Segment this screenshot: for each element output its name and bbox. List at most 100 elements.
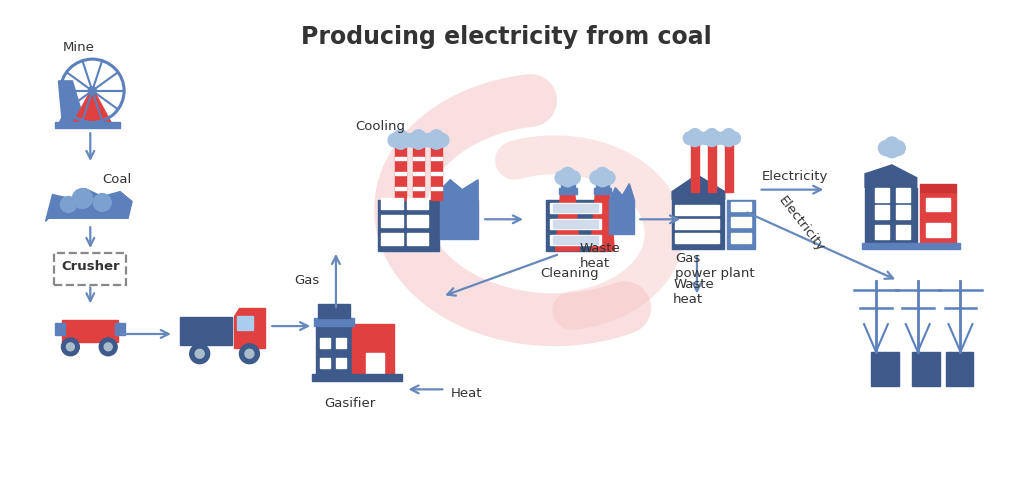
Polygon shape xyxy=(234,308,265,316)
Text: Coal: Coal xyxy=(102,173,132,186)
Circle shape xyxy=(196,349,205,358)
Circle shape xyxy=(417,133,431,147)
FancyBboxPatch shape xyxy=(395,172,406,175)
FancyBboxPatch shape xyxy=(431,187,442,190)
FancyBboxPatch shape xyxy=(730,201,751,212)
FancyBboxPatch shape xyxy=(553,220,599,228)
Polygon shape xyxy=(59,81,80,124)
FancyBboxPatch shape xyxy=(691,144,699,191)
Text: Cleaning: Cleaning xyxy=(540,267,599,280)
FancyBboxPatch shape xyxy=(406,216,428,227)
Circle shape xyxy=(566,171,580,185)
FancyBboxPatch shape xyxy=(945,352,973,386)
FancyBboxPatch shape xyxy=(234,316,265,348)
Circle shape xyxy=(601,171,615,185)
Polygon shape xyxy=(85,107,108,124)
FancyBboxPatch shape xyxy=(381,233,402,245)
Text: Electricity: Electricity xyxy=(762,170,828,183)
Polygon shape xyxy=(672,175,724,199)
Polygon shape xyxy=(865,165,917,188)
Text: Mine: Mine xyxy=(63,41,94,54)
FancyBboxPatch shape xyxy=(312,374,401,382)
Circle shape xyxy=(890,141,906,156)
Circle shape xyxy=(884,137,900,152)
Text: Crusher: Crusher xyxy=(61,260,120,273)
Circle shape xyxy=(722,129,735,141)
FancyBboxPatch shape xyxy=(862,243,959,249)
Circle shape xyxy=(596,173,610,187)
Circle shape xyxy=(189,344,210,364)
Polygon shape xyxy=(46,189,132,221)
FancyBboxPatch shape xyxy=(895,188,910,201)
FancyBboxPatch shape xyxy=(320,358,330,368)
Circle shape xyxy=(878,141,893,156)
FancyBboxPatch shape xyxy=(875,225,888,239)
FancyBboxPatch shape xyxy=(336,338,345,348)
Circle shape xyxy=(590,171,604,185)
FancyBboxPatch shape xyxy=(413,157,424,160)
FancyBboxPatch shape xyxy=(726,199,755,249)
Circle shape xyxy=(705,134,718,147)
Circle shape xyxy=(411,130,425,144)
FancyBboxPatch shape xyxy=(912,352,940,386)
FancyBboxPatch shape xyxy=(550,219,602,229)
Circle shape xyxy=(717,132,730,145)
FancyBboxPatch shape xyxy=(431,145,442,199)
Circle shape xyxy=(722,134,735,147)
FancyBboxPatch shape xyxy=(920,191,955,247)
FancyBboxPatch shape xyxy=(413,187,424,190)
Polygon shape xyxy=(591,191,615,251)
Circle shape xyxy=(596,167,610,181)
Circle shape xyxy=(93,193,111,212)
FancyBboxPatch shape xyxy=(381,216,402,227)
Circle shape xyxy=(411,136,425,149)
FancyBboxPatch shape xyxy=(56,323,66,335)
Circle shape xyxy=(245,349,254,358)
FancyBboxPatch shape xyxy=(314,318,354,326)
Text: Producing electricity from coal: Producing electricity from coal xyxy=(301,25,712,49)
FancyBboxPatch shape xyxy=(594,188,612,193)
FancyBboxPatch shape xyxy=(553,204,599,213)
Text: Gas
power plant: Gas power plant xyxy=(675,252,755,280)
FancyBboxPatch shape xyxy=(406,197,428,210)
Circle shape xyxy=(423,133,438,147)
FancyBboxPatch shape xyxy=(561,184,574,188)
Circle shape xyxy=(99,338,118,356)
Circle shape xyxy=(62,338,79,356)
FancyBboxPatch shape xyxy=(596,184,610,188)
Circle shape xyxy=(88,87,96,95)
FancyBboxPatch shape xyxy=(875,188,888,201)
FancyBboxPatch shape xyxy=(895,205,910,219)
FancyBboxPatch shape xyxy=(672,199,724,249)
FancyBboxPatch shape xyxy=(352,324,394,376)
Circle shape xyxy=(430,136,444,149)
FancyBboxPatch shape xyxy=(378,199,440,251)
Circle shape xyxy=(430,130,444,144)
FancyBboxPatch shape xyxy=(724,144,732,191)
Circle shape xyxy=(394,136,407,149)
Circle shape xyxy=(435,133,449,147)
FancyBboxPatch shape xyxy=(926,223,949,237)
FancyBboxPatch shape xyxy=(553,236,599,244)
Circle shape xyxy=(555,171,569,185)
FancyBboxPatch shape xyxy=(730,233,751,243)
FancyBboxPatch shape xyxy=(413,172,424,175)
FancyBboxPatch shape xyxy=(550,203,602,214)
Circle shape xyxy=(67,343,74,351)
Text: Waste
heat: Waste heat xyxy=(673,278,714,306)
Circle shape xyxy=(561,167,574,181)
Text: Heat: Heat xyxy=(451,387,482,400)
Circle shape xyxy=(684,132,696,145)
FancyBboxPatch shape xyxy=(395,157,406,160)
Circle shape xyxy=(388,133,402,147)
FancyBboxPatch shape xyxy=(730,218,751,227)
Circle shape xyxy=(694,132,707,145)
Polygon shape xyxy=(610,184,634,199)
Circle shape xyxy=(72,189,92,208)
FancyBboxPatch shape xyxy=(320,338,330,348)
FancyBboxPatch shape xyxy=(920,184,955,191)
FancyBboxPatch shape xyxy=(675,233,719,243)
FancyBboxPatch shape xyxy=(431,172,442,175)
Polygon shape xyxy=(556,191,579,251)
FancyBboxPatch shape xyxy=(316,324,350,376)
